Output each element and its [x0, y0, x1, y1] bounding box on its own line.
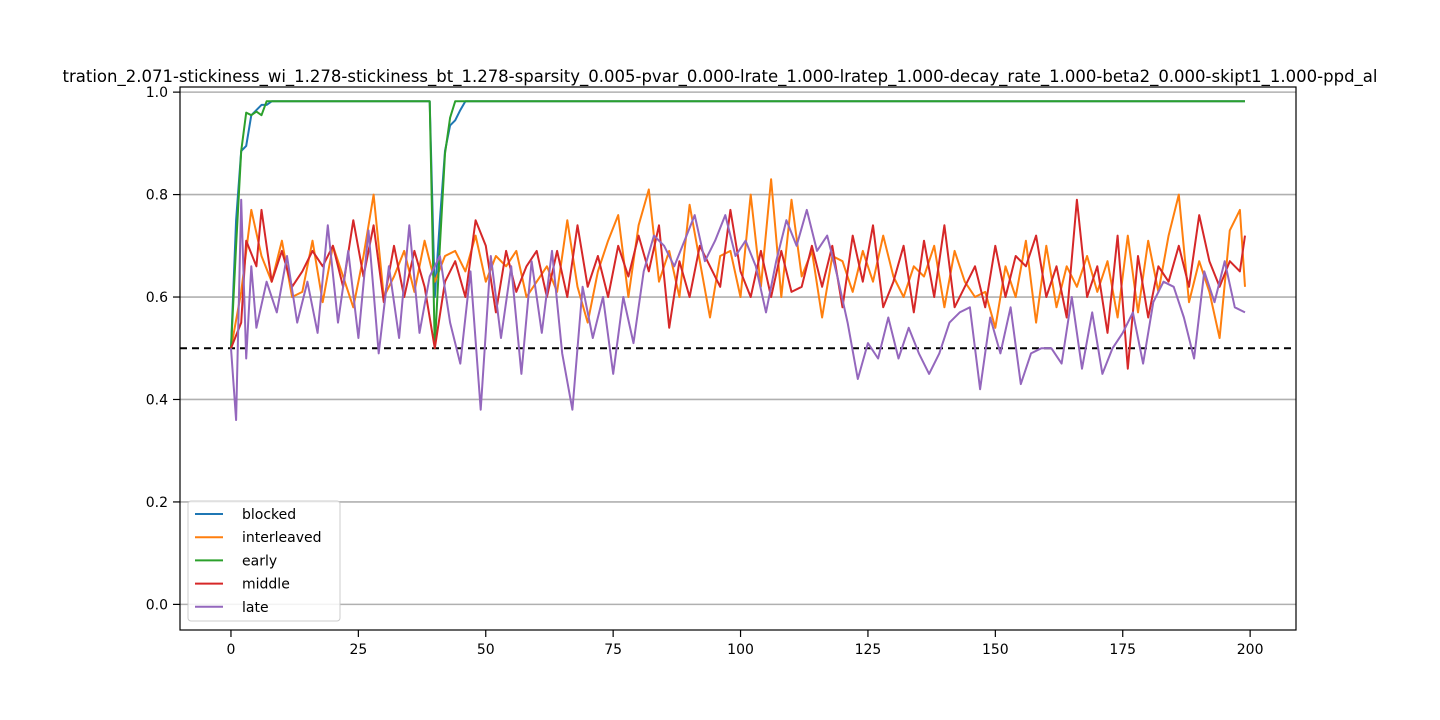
y-tick-label: 0.0: [146, 597, 168, 613]
grid-lines: [180, 91, 1296, 606]
x-tick-label: 25: [349, 642, 367, 658]
series-line-interleaved: [230, 178, 1246, 349]
x-tick-label: 100: [727, 642, 754, 658]
legend-label-middle: middle: [242, 577, 290, 593]
y-tick-label: 1.0: [146, 85, 168, 101]
legend-label-interleaved: interleaved: [242, 530, 322, 546]
y-tick-label: 0.8: [146, 188, 168, 204]
series-line-late: [230, 198, 1246, 421]
x-tick-label: 175: [1109, 642, 1136, 658]
x-tick-label: 150: [982, 642, 1009, 658]
x-tick-label: 200: [1237, 642, 1264, 658]
x-tick-label: 50: [477, 642, 495, 658]
series-line-early: [230, 100, 1245, 350]
series-lines: [230, 100, 1246, 421]
series-line-middle: [230, 198, 1246, 370]
legend-label-blocked: blocked: [242, 507, 296, 523]
legend-box: [187, 500, 341, 622]
legend-label-early: early: [242, 553, 277, 569]
x-tick-label: 75: [604, 642, 622, 658]
x-tick-label: 125: [855, 642, 882, 658]
y-axis: 0.0 0.2 0.4 0.6 0.8 1.0: [146, 85, 180, 613]
chart-title: tration_2.071-stickiness_wi_1.278-sticki…: [63, 67, 1378, 87]
y-tick-label: 0.2: [146, 495, 168, 511]
x-tick-label: 0: [226, 642, 235, 658]
legend: blocked interleaved early middle late: [187, 500, 341, 622]
legend-label-late: late: [242, 600, 269, 616]
plot-frame: [179, 86, 1297, 631]
x-axis: 0 25 50 75 100 125 150 175 200: [226, 630, 1264, 658]
y-tick-label: 0.4: [146, 392, 168, 408]
y-tick-label: 0.6: [146, 290, 168, 306]
